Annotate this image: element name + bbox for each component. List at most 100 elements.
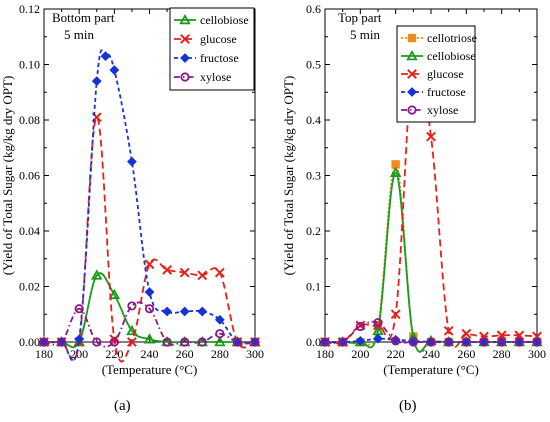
data-point-fructose xyxy=(144,287,155,297)
data-point-xylose xyxy=(180,337,190,347)
data-point-glucose xyxy=(214,267,225,278)
legend-marker-fructose xyxy=(180,53,190,63)
panel-annotation: 5 min xyxy=(350,27,380,42)
data-point-xylose xyxy=(39,337,49,347)
chart-panel-a: 180 200 220 240 260 280 300 0.00 0.02 0.04 0.06 0.0… xyxy=(0,2,264,377)
legend-marker-cellobiose xyxy=(406,49,418,61)
y-tick-label: 0.08 xyxy=(19,113,40,127)
data-point-xylose xyxy=(127,301,137,311)
x-tick-label: 240 xyxy=(422,347,440,361)
x-tick-label: 180 xyxy=(35,347,53,361)
y-tick-label: 0.04 xyxy=(19,224,40,238)
y-tick-label: 0.5 xyxy=(306,58,321,72)
data-point-xylose xyxy=(497,337,507,347)
data-point-xylose xyxy=(197,337,207,347)
data-point-xylose xyxy=(232,337,243,347)
y-axis-label: (Yield of Total Sugar (kg/kg dry OPT) xyxy=(0,76,15,276)
legend-marker-cellobiose xyxy=(179,13,191,25)
x-axis-label: (Temperature (°C) xyxy=(102,362,198,377)
x-tick-label: 220 xyxy=(105,347,123,361)
data-point-xylose xyxy=(408,337,418,347)
chart-panel-b: 180 200 220 240 260 280 300 0.0 0.1 0.2 0.3 0.4 0.5 0… xyxy=(281,2,546,377)
x-tick-label: 240 xyxy=(141,347,159,361)
data-point-fructose xyxy=(74,334,85,345)
x-tick-label: 180 xyxy=(316,347,334,361)
y-tick-label: 0.4 xyxy=(306,113,321,127)
data-point-glucose xyxy=(461,328,472,339)
series-glucose xyxy=(39,112,260,363)
data-point-glucose xyxy=(514,330,525,341)
series-line-xylose xyxy=(43,301,256,348)
data-point-xylose xyxy=(74,304,84,314)
legend-marker-cellotriose xyxy=(407,33,417,43)
data-point-cellobiose xyxy=(389,166,402,177)
legend-label-xylose: xylose xyxy=(200,70,231,84)
data-point-cellobiose xyxy=(108,288,121,300)
series-xylose xyxy=(320,317,542,347)
data-point-fructose xyxy=(91,76,102,87)
series-fructose xyxy=(39,49,260,362)
x-tick-label: 300 xyxy=(528,347,546,361)
y-tick-label: 0.0 xyxy=(306,335,321,349)
data-point-xylose xyxy=(144,304,155,314)
legend-marker-xylose xyxy=(407,105,417,115)
data-point-fructose xyxy=(162,306,172,317)
data-point-xylose xyxy=(391,336,401,346)
data-point-fructose xyxy=(109,65,120,75)
series-line-xylose xyxy=(324,320,537,345)
data-point-cellobiose xyxy=(214,335,226,347)
data-point-fructose xyxy=(179,306,190,317)
y-tick-label: 0.6 xyxy=(306,2,321,16)
y-tick-label: 0.12 xyxy=(19,2,40,16)
y-tick-label: 0.3 xyxy=(306,169,321,183)
legend-label-cellotriose: cellotriose xyxy=(427,31,477,45)
legend-label-glucose: glucose xyxy=(427,67,464,81)
series-cellotriose xyxy=(320,160,542,353)
data-point-xylose xyxy=(479,337,489,347)
legend-label-glucose: glucose xyxy=(200,32,237,46)
data-point-xylose xyxy=(355,321,365,332)
x-tick-label: 200 xyxy=(351,347,369,361)
series-cellobiose xyxy=(319,166,543,353)
x-tick-label: 220 xyxy=(387,347,405,361)
legend-label-fructose: fructose xyxy=(427,85,466,99)
x-tick-label: 260 xyxy=(457,347,475,361)
y-tick-label: 0.2 xyxy=(306,224,321,238)
series-line-fructose xyxy=(43,49,256,362)
data-point-xylose xyxy=(109,337,119,347)
data-point-glucose xyxy=(179,267,190,278)
legend-label-cellobiose: cellobiose xyxy=(427,49,476,63)
data-point-xylose xyxy=(162,337,172,347)
y-tick-label: 0.1 xyxy=(306,280,321,294)
panel-caption-a: (a) xyxy=(114,398,131,414)
data-point-xylose xyxy=(250,337,260,347)
x-tick-label: 300 xyxy=(246,347,264,361)
series-xylose xyxy=(39,301,260,348)
legend-marker-glucose xyxy=(407,69,417,79)
data-point-xylose xyxy=(514,337,524,347)
data-point-xylose xyxy=(373,317,383,328)
legend-label-cellobiose: cellobiose xyxy=(200,13,249,27)
data-point-xylose xyxy=(338,337,348,347)
x-tick-label: 260 xyxy=(176,347,194,361)
y-tick-label: 0.02 xyxy=(19,280,40,294)
legend-marker-fructose xyxy=(407,87,417,97)
data-point-fructose xyxy=(197,306,208,317)
data-point-glucose xyxy=(162,264,172,275)
panel-annotation: Top part xyxy=(338,10,382,25)
data-point-xylose xyxy=(426,337,436,347)
x-tick-label: 280 xyxy=(211,347,229,361)
data-point-glucose xyxy=(127,337,137,347)
data-point-fructose xyxy=(127,156,137,167)
data-point-fructose xyxy=(373,333,383,344)
data-point-xylose xyxy=(215,329,225,339)
data-point-cellobiose xyxy=(143,333,156,344)
panel-annotation: 5 min xyxy=(64,27,94,42)
x-tick-label: 280 xyxy=(493,347,511,361)
data-point-glucose xyxy=(426,131,436,142)
data-point-cellobiose xyxy=(126,324,138,336)
data-point-glucose xyxy=(443,325,454,336)
y-tick-label: 0.00 xyxy=(19,335,40,349)
y-tick-label: 0.06 xyxy=(19,169,40,183)
